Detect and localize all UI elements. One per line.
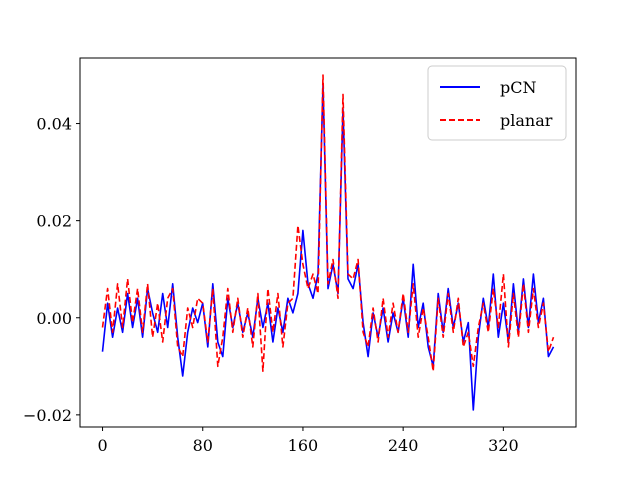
y-axis: −0.02 0.00 0.02 0.04 bbox=[23, 115, 80, 425]
series-line-pcn bbox=[101, 83, 555, 411]
series-line-planar bbox=[101, 74, 555, 373]
legend-label-pcn: pCN bbox=[500, 78, 536, 97]
legend: pCN planar bbox=[427, 65, 567, 141]
y-tick-label: 0.02 bbox=[36, 212, 72, 231]
legend-label-planar: planar bbox=[500, 111, 553, 130]
x-tick-label: 320 bbox=[488, 436, 519, 455]
x-axis: 0 80 160 240 320 bbox=[97, 427, 519, 455]
x-tick-label: 160 bbox=[288, 436, 319, 455]
x-tick-label: 240 bbox=[388, 436, 419, 455]
legend-box bbox=[427, 65, 567, 141]
plot-frame bbox=[79, 57, 577, 428]
y-tick-label: −0.02 bbox=[23, 406, 72, 425]
x-tick-label: 80 bbox=[193, 436, 213, 455]
y-tick-label: 0.04 bbox=[36, 115, 72, 134]
y-tick-label: 0.00 bbox=[36, 309, 72, 328]
x-tick-label: 0 bbox=[97, 436, 107, 455]
series-layer bbox=[101, 74, 555, 411]
